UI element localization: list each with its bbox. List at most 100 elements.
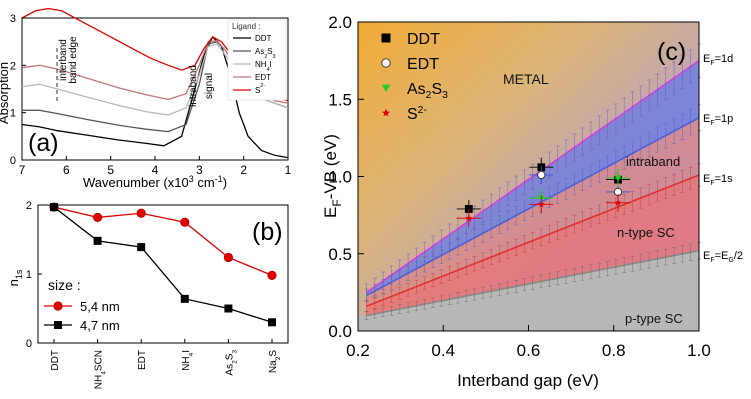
panel-c-ytick-label: 2.0 [328, 13, 352, 32]
line-label-1: EF=1p [703, 113, 733, 127]
panel-c-xtick-label: 0.4 [431, 341, 455, 360]
line-label-3: EF=EG/2 [703, 250, 743, 264]
point-as2s3 [614, 175, 622, 182]
panel-b-marker-square [50, 203, 58, 212]
panel-b-ylabel: n1s [6, 269, 24, 286]
panel-b-marker-circle [136, 208, 146, 218]
panel-c-ylabel: EF-VB (eV) [321, 134, 344, 218]
panel-a-legend-title: Ligand : [232, 22, 260, 31]
panel-a-xtick-label: 4 [152, 163, 159, 177]
panel-c-label: (c) [657, 38, 686, 66]
panel-b-marker-circle [180, 217, 190, 227]
panel-a-xlabel: Wavenumber (x103 cm-1) [83, 174, 227, 190]
panel-c-xlabel: Interband gap (eV) [457, 371, 599, 390]
panel-c-ytick-label: 1.5 [328, 90, 352, 109]
panel-b-xtick-label-2: EDT [137, 350, 148, 370]
line-label-0: EF=1d [703, 53, 733, 67]
panel-b-legend-marker-0 [53, 301, 63, 311]
panel-c-legend-marker-1 [381, 58, 391, 68]
panel-b-marker-square [224, 304, 233, 313]
point-s2- [537, 200, 545, 208]
panel-c-xtick-label: 1.0 [687, 341, 711, 360]
panel-a-xtick-label: 3 [196, 163, 203, 177]
panel-b-legend-marker-1 [54, 321, 62, 329]
panel-c-legend-marker-0 [381, 33, 391, 43]
panel-b-plot-frame [37, 204, 289, 344]
panel-c-ytick-label: 0.5 [328, 245, 352, 264]
panel-b-xtick-label-1: NH4SCN [94, 350, 108, 389]
region-p-type [358, 250, 699, 331]
panel-c-legend-marker-2 [381, 84, 391, 93]
panel-c-legend-label-3: S2- [407, 105, 427, 123]
region-label-metal: METAL [503, 71, 549, 87]
panel-a-ytick-label: 3 [10, 13, 16, 25]
panel-b: 0 1 2 DDT NH4SCN EDT NH4I As2S3 Na2S (b) n1s siz… [6, 200, 289, 389]
panel-a-legend-label-4: S2- [255, 83, 265, 95]
region-label-n-type: n-type SC [617, 225, 675, 240]
panel-b-marker-circle [93, 212, 103, 223]
annotation-signal: signal [204, 73, 215, 99]
panel-b-legend-title: size : [48, 277, 81, 293]
panel-b-ytick-label: 0 [26, 338, 32, 350]
panel-b-axes: 0 1 2 DDT NH4SCN EDT NH4I As2S3 Na2S [26, 200, 282, 389]
panel-a-legend-label-0: DDT [255, 34, 272, 43]
panel-b-legend: 5,4 nm 4,7 nm [44, 299, 120, 333]
panel-a-ytick-label: 0 [10, 155, 16, 167]
panel-b-ytick-label: 2 [26, 200, 32, 212]
panel-b-series [49, 202, 277, 327]
panel-a-xtick-label: 1 [285, 163, 292, 177]
line-label-2: EF=1s [703, 173, 733, 187]
panel-a-legend-label-1: As2S3 [255, 47, 276, 60]
panel-c-legend-label-0: DDT [407, 31, 440, 48]
point-s2- [465, 214, 473, 222]
panel-b-ytick-label: 1 [26, 269, 32, 281]
panel-a-legend-label-3: EDT [255, 73, 271, 82]
panel-a-xtick-label: 6 [63, 163, 70, 177]
panel-c-legend-marker-3 [382, 108, 390, 117]
panel-b-xtick-label-4: As2S3 [224, 350, 238, 376]
panel-b-line-0 [53, 206, 273, 276]
panel-c-axes: 0.2 0.4 0.6 0.8 1.0 0.0 0.5 1.0 1.5 2.0 [328, 13, 710, 360]
panel-c-legend-label-1: EDT [407, 56, 439, 73]
point-edt [537, 170, 546, 180]
panel-b-marker-square [93, 236, 102, 245]
panel-a-ylabel: Absorption [0, 62, 11, 124]
panel-a-label: (a) [28, 129, 59, 157]
panel-b-marker-square [137, 243, 146, 252]
panel-c-legend: DDT EDT As2S3 S2- [381, 31, 448, 123]
panel-a-axes: 7 6 5 4 3 2 1 0 1 2 3 [10, 13, 292, 177]
panel-a-legend-label-2: NH4I [255, 60, 272, 73]
panel-a: 7 6 5 4 3 2 1 0 1 2 3 (a) Absorption Wavenumber (x… [0, 7, 292, 190]
annotation-intraband: intraband [188, 65, 199, 107]
panel-b-marker-circle [267, 270, 277, 280]
annotation-interband: interband [58, 39, 69, 81]
panel-b-marker-square [268, 318, 276, 327]
panel-b-line-1 [53, 206, 273, 323]
panel-a-xtick-label: 2 [240, 163, 247, 177]
panel-a-ytick-label: 1 [10, 108, 16, 120]
panel-c-xtick-label: 0.2 [346, 341, 370, 360]
panel-b-label: (b) [252, 218, 283, 246]
panel-a-ytick-label: 2 [10, 60, 16, 72]
panel-c-points [456, 158, 631, 228]
panel-b-xtick-label-5: Na2S [268, 350, 282, 373]
panel-c-line-labels: EF=1d EF=1p EF=1s EF=EG/2 [703, 53, 743, 264]
panel-a-xtick-label: 7 [19, 163, 26, 177]
region-label-p-type: p-type SC [625, 311, 683, 326]
point-s2- [614, 199, 622, 206]
panel-b-xtick-label-3: NH4I [181, 350, 195, 371]
panel-b-xtick-label-0: DDT [50, 350, 61, 371]
panel-c-xtick-label: 0.8 [602, 341, 626, 360]
panel-c-error-bands [364, 43, 701, 321]
panel-c-ytick-label: 1.0 [328, 168, 352, 187]
panel-c: 0.2 0.4 0.6 0.8 1.0 0.0 0.5 1.0 1.5 2.0 (c) METAL… [321, 13, 743, 390]
panel-b-legend-label-1: 4,7 nm [80, 318, 120, 333]
region-label-intraband: intraband [626, 154, 680, 169]
panel-a-xtick-label: 5 [107, 163, 114, 177]
panel-a-legend [227, 19, 287, 101]
panel-c-legend-label-2: As2S3 [407, 81, 448, 101]
panel-b-marker-circle [223, 252, 233, 263]
panel-a-curve-ddt [21, 35, 289, 159]
